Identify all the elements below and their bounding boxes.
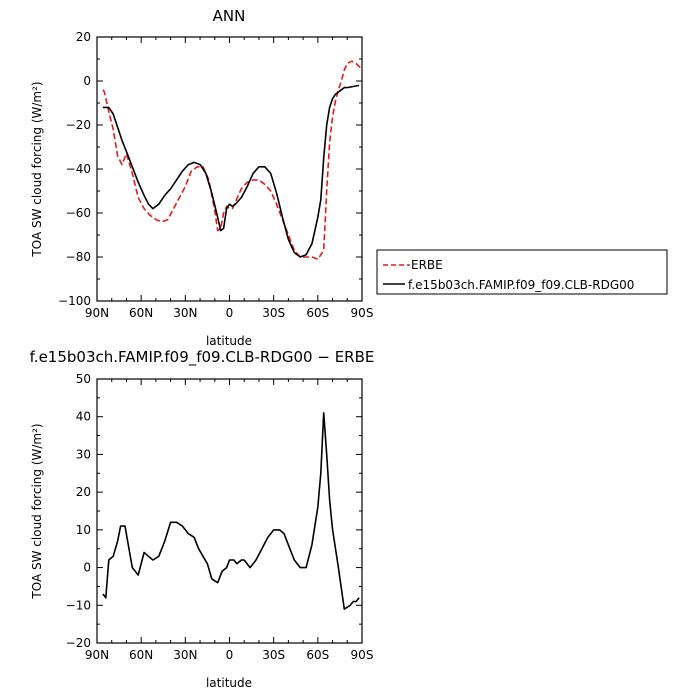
- bottom-x-tick-label: 0: [226, 648, 234, 662]
- bottom-x-axis-title: latitude: [206, 676, 252, 690]
- top-y-tick-label: −60: [66, 206, 91, 220]
- bottom-y-tick-label: 10: [76, 523, 91, 537]
- top-y-tick-label: −100: [58, 294, 91, 308]
- legend-box: [376, 249, 668, 295]
- bottom-y-tick-label: 0: [83, 561, 91, 575]
- top-series-group: [102, 60, 362, 261]
- bottom-y-axis-title: TOA SW cloud forcing (W/m²): [30, 423, 44, 599]
- legend-label-erbe: ERBE: [411, 258, 443, 272]
- bottom-x-tick-label: 60N: [129, 648, 153, 662]
- bottom-x-tick-label: 90N: [85, 648, 109, 662]
- top-axis-ticks: 90N 60N 30N 0 30S 60S 90S 20 0 −20 −40 −60 −80 −100: [58, 30, 373, 320]
- bottom-x-tick-label: 60S: [306, 648, 329, 662]
- top-x-tick-label: 60S: [306, 306, 329, 320]
- top-y-tick-label: 0: [83, 74, 91, 88]
- top-y-tick-label: −40: [66, 162, 91, 176]
- bottom-y-tick-label: −10: [66, 598, 91, 612]
- top-y-axis-title: TOA SW cloud forcing (W/m²): [30, 81, 44, 257]
- top-x-tick-label: 90N: [85, 306, 109, 320]
- top-y-tick-label: −20: [66, 118, 91, 132]
- bottom-y-tick-label: 20: [76, 485, 91, 499]
- bottom-series-difference-line: [102, 412, 360, 610]
- top-y-tick-label: 20: [76, 30, 91, 44]
- top-series-erbe-line: [102, 60, 362, 261]
- top-x-axis-title: latitude: [206, 334, 252, 348]
- bottom-chart-title: f.e15b03ch.FAMIP.f09_f09.CLB-RDG00 − ERB…: [30, 348, 375, 367]
- bottom-axis-ticks: 90N 60N 30N 0 30S 60S 90S 50 40 30 20 10 0 −10 −20: [66, 372, 374, 662]
- top-x-tick-label: 30S: [262, 306, 285, 320]
- bottom-x-tick-label: 90S: [351, 648, 374, 662]
- legend: ERBE f.e15b03ch.FAMIP.f09_f09.CLB-RDG00: [376, 249, 668, 295]
- bottom-y-tick-label: 30: [76, 447, 91, 461]
- bottom-y-tick-label: −20: [66, 636, 91, 650]
- top-x-tick-label: 0: [226, 306, 234, 320]
- top-series-f-e15b03ch-famip-f09-f09-clb-rdg00-line: [102, 84, 360, 258]
- top-x-tick-label: 30N: [173, 306, 197, 320]
- bottom-y-tick-label: 50: [76, 372, 91, 386]
- bottom-panel: f.e15b03ch.FAMIP.f09_f09.CLB-RDG00 − ERB…: [30, 348, 375, 690]
- top-y-tick-label: −80: [66, 250, 91, 264]
- bottom-plot-frame: [96, 378, 363, 644]
- top-x-tick-label: 60N: [129, 306, 153, 320]
- bottom-y-tick-label: 40: [76, 410, 91, 424]
- bottom-series-group: [102, 412, 360, 610]
- top-x-tick-label: 90S: [351, 306, 374, 320]
- top-chart-title: ANN: [213, 7, 246, 25]
- top-panel: ANN 90N 60N 30N 0 30S 60S 90S 20 0 −20 −40 −60 −80 −1…: [30, 7, 373, 348]
- legend-label-model: f.e15b03ch.FAMIP.f09_f09.CLB-RDG00: [408, 278, 634, 292]
- bottom-x-tick-label: 30S: [262, 648, 285, 662]
- bottom-x-tick-label: 30N: [173, 648, 197, 662]
